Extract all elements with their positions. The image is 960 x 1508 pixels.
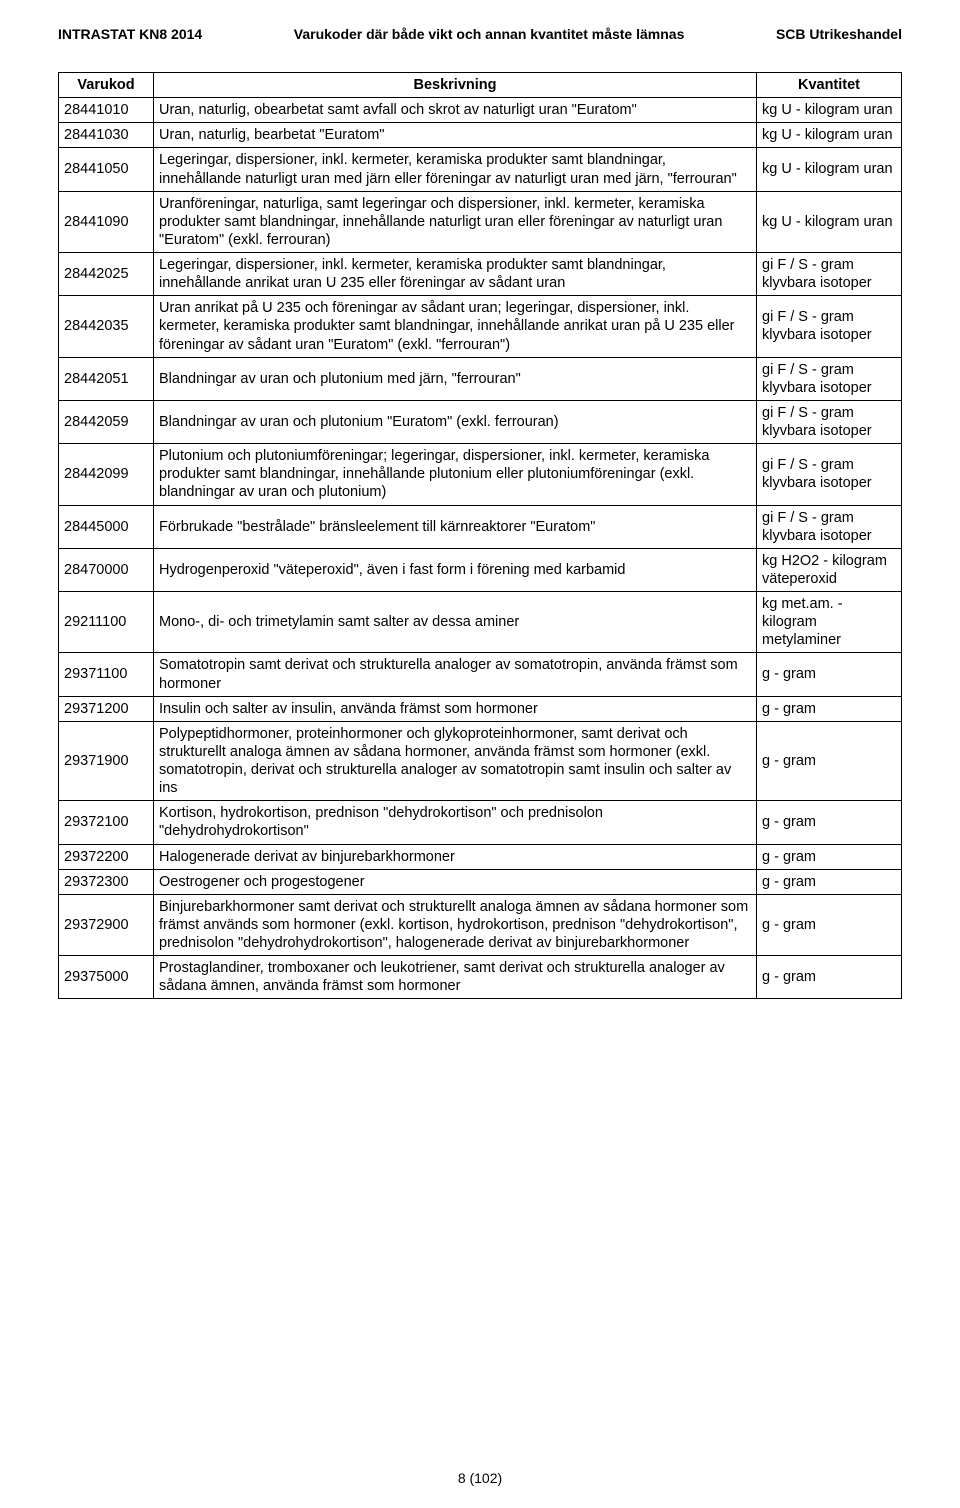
cell-beskrivning: Polypeptidhormoner, proteinhormoner och … (154, 721, 757, 801)
table-row: 28442051Blandningar av uran och plutoniu… (59, 357, 902, 400)
data-table: Varukod Beskrivning Kvantitet 28441010Ur… (58, 72, 902, 999)
cell-kvantitet: gi F / S - gram klyvbara isotoper (757, 400, 902, 443)
cell-beskrivning: Uranföreningar, naturliga, samt legering… (154, 191, 757, 252)
table-row: 28441050Legeringar, dispersioner, inkl. … (59, 148, 902, 191)
cell-beskrivning: Uran, naturlig, obearbetat samt avfall o… (154, 98, 757, 123)
cell-beskrivning: Kortison, hydrokortison, prednison "dehy… (154, 801, 757, 844)
cell-beskrivning: Plutonium och plutoniumföreningar; leger… (154, 444, 757, 505)
cell-kvantitet: g - gram (757, 869, 902, 894)
cell-beskrivning: Halogenerade derivat av binjurebarkhormo… (154, 844, 757, 869)
cell-varukod: 29372900 (59, 894, 154, 955)
cell-beskrivning: Somatotropin samt derivat och strukturel… (154, 653, 757, 696)
cell-kvantitet: gi F / S - gram klyvbara isotoper (757, 505, 902, 548)
cell-beskrivning: Förbrukade "bestrålade" bränsleelement t… (154, 505, 757, 548)
cell-varukod: 28441090 (59, 191, 154, 252)
cell-kvantitet: kg U - kilogram uran (757, 98, 902, 123)
cell-beskrivning: Blandningar av uran och plutonium "Eurat… (154, 400, 757, 443)
col-kvantitet: Kvantitet (757, 73, 902, 98)
header-left: INTRASTAT KN8 2014 (58, 26, 202, 42)
table-row: 28445000Förbrukade "bestrålade" bränslee… (59, 505, 902, 548)
cell-kvantitet: kg met.am. - kilogram metylaminer (757, 592, 902, 653)
page-header: INTRASTAT KN8 2014 Varukoder där både vi… (58, 26, 902, 42)
table-row: 28470000Hydrogenperoxid "väteperoxid", ä… (59, 548, 902, 591)
cell-kvantitet: g - gram (757, 801, 902, 844)
cell-kvantitet: kg U - kilogram uran (757, 123, 902, 148)
header-right: SCB Utrikeshandel (776, 26, 902, 42)
col-varukod: Varukod (59, 73, 154, 98)
cell-varukod: 28442035 (59, 296, 154, 357)
cell-kvantitet: gi F / S - gram klyvbara isotoper (757, 444, 902, 505)
table-row: 29375000Prostaglandiner, tromboxaner och… (59, 956, 902, 999)
cell-varukod: 28442025 (59, 253, 154, 296)
header-center: Varukoder där både vikt och annan kvanti… (294, 26, 685, 42)
cell-beskrivning: Oestrogener och progestogener (154, 869, 757, 894)
cell-varukod: 29372300 (59, 869, 154, 894)
table-row: 29372900Binjurebarkhormoner samt derivat… (59, 894, 902, 955)
cell-kvantitet: gi F / S - gram klyvbara isotoper (757, 357, 902, 400)
col-beskrivning: Beskrivning (154, 73, 757, 98)
table-row: 28442035Uran anrikat på U 235 och föreni… (59, 296, 902, 357)
cell-beskrivning: Uran anrikat på U 235 och föreningar av … (154, 296, 757, 357)
cell-kvantitet: g - gram (757, 696, 902, 721)
cell-kvantitet: kg U - kilogram uran (757, 148, 902, 191)
cell-beskrivning: Legeringar, dispersioner, inkl. kermeter… (154, 148, 757, 191)
cell-kvantitet: gi F / S - gram klyvbara isotoper (757, 253, 902, 296)
table-header-row: Varukod Beskrivning Kvantitet (59, 73, 902, 98)
cell-beskrivning: Prostaglandiner, tromboxaner och leukotr… (154, 956, 757, 999)
cell-varukod: 29371100 (59, 653, 154, 696)
cell-varukod: 29371900 (59, 721, 154, 801)
cell-beskrivning: Blandningar av uran och plutonium med jä… (154, 357, 757, 400)
table-row: 28442025Legeringar, dispersioner, inkl. … (59, 253, 902, 296)
cell-beskrivning: Uran, naturlig, bearbetat "Euratom" (154, 123, 757, 148)
table-row: 29372200Halogenerade derivat av binjureb… (59, 844, 902, 869)
cell-varukod: 28442051 (59, 357, 154, 400)
cell-beskrivning: Mono-, di- och trimetylamin samt salter … (154, 592, 757, 653)
cell-varukod: 29371200 (59, 696, 154, 721)
cell-kvantitet: g - gram (757, 721, 902, 801)
cell-beskrivning: Legeringar, dispersioner, inkl. kermeter… (154, 253, 757, 296)
cell-beskrivning: Insulin och salter av insulin, använda f… (154, 696, 757, 721)
page-footer: 8 (102) (0, 1470, 960, 1486)
cell-kvantitet: g - gram (757, 844, 902, 869)
table-row: 29211100Mono-, di- och trimetylamin samt… (59, 592, 902, 653)
table-row: 29371100Somatotropin samt derivat och st… (59, 653, 902, 696)
cell-varukod: 28441050 (59, 148, 154, 191)
cell-kvantitet: g - gram (757, 894, 902, 955)
cell-varukod: 29375000 (59, 956, 154, 999)
table-row: 28441090Uranföreningar, naturliga, samt … (59, 191, 902, 252)
cell-kvantitet: g - gram (757, 956, 902, 999)
table-row: 28442099Plutonium och plutoniumföreninga… (59, 444, 902, 505)
cell-varukod: 29372100 (59, 801, 154, 844)
table-row: 29372100Kortison, hydrokortison, prednis… (59, 801, 902, 844)
cell-varukod: 29211100 (59, 592, 154, 653)
cell-kvantitet: gi F / S - gram klyvbara isotoper (757, 296, 902, 357)
cell-kvantitet: kg H2O2 - kilogram väteperoxid (757, 548, 902, 591)
cell-varukod: 28442099 (59, 444, 154, 505)
cell-kvantitet: kg U - kilogram uran (757, 191, 902, 252)
page: INTRASTAT KN8 2014 Varukoder där både vi… (0, 0, 960, 1508)
cell-varukod: 28441010 (59, 98, 154, 123)
table-row: 28442059Blandningar av uran och plutoniu… (59, 400, 902, 443)
table-row: 29371200Insulin och salter av insulin, a… (59, 696, 902, 721)
table-row: 28441030Uran, naturlig, bearbetat "Eurat… (59, 123, 902, 148)
table-row: 29372300Oestrogener och progestogenerg -… (59, 869, 902, 894)
cell-beskrivning: Hydrogenperoxid "väteperoxid", även i fa… (154, 548, 757, 591)
table-row: 28441010Uran, naturlig, obearbetat samt … (59, 98, 902, 123)
cell-varukod: 29372200 (59, 844, 154, 869)
cell-kvantitet: g - gram (757, 653, 902, 696)
cell-varukod: 28442059 (59, 400, 154, 443)
cell-varukod: 28470000 (59, 548, 154, 591)
table-row: 29371900Polypeptidhormoner, proteinhormo… (59, 721, 902, 801)
cell-varukod: 28441030 (59, 123, 154, 148)
cell-beskrivning: Binjurebarkhormoner samt derivat och str… (154, 894, 757, 955)
cell-varukod: 28445000 (59, 505, 154, 548)
